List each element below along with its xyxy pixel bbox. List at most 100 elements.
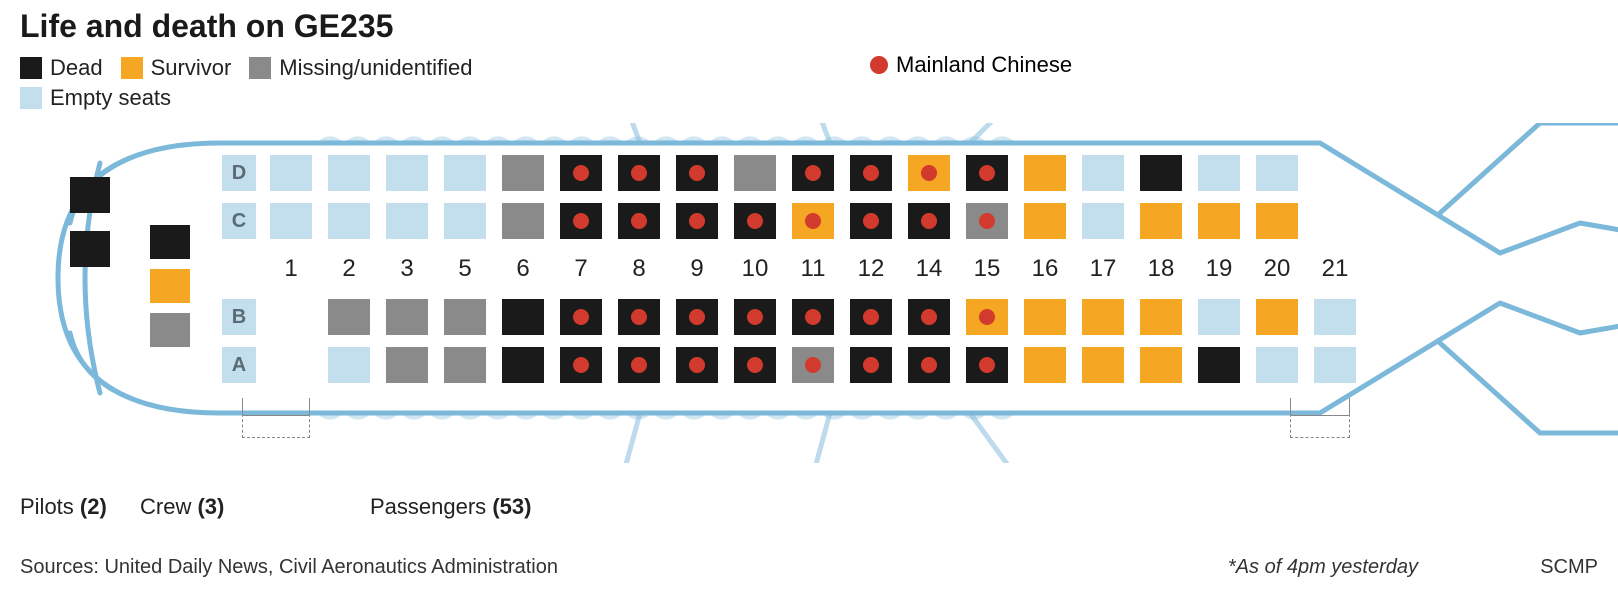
col-label-9: 9	[690, 255, 703, 283]
seat-A2	[328, 347, 370, 383]
mainland-dot	[921, 357, 937, 373]
seat-A20	[1256, 347, 1298, 383]
pilot-seat-2	[70, 231, 110, 267]
col-label-7: 7	[574, 255, 587, 283]
seat-D2	[328, 155, 370, 191]
seat-A18	[1140, 347, 1182, 383]
mainland-dot	[921, 309, 937, 325]
mainland-dot	[689, 357, 705, 373]
seat-C14	[908, 203, 950, 239]
col-label-5: 5	[458, 255, 471, 283]
passengers-label: Passengers	[370, 494, 486, 519]
legend-survivor-label: Survivor	[151, 55, 232, 81]
col-label-17: 17	[1090, 255, 1117, 283]
col-label-21: 21	[1322, 255, 1349, 283]
mainland-dot	[805, 357, 821, 373]
pilots-count: (2)	[80, 494, 107, 519]
mainland-dot	[573, 165, 589, 181]
col-label-12: 12	[858, 255, 885, 283]
col-label-16: 16	[1032, 255, 1059, 283]
mainland-dot	[747, 213, 763, 229]
seat-A12	[850, 347, 892, 383]
credit-text: SCMP	[1540, 556, 1598, 579]
mainland-dot	[863, 309, 879, 325]
seat-A11	[792, 347, 834, 383]
col-label-3: 3	[400, 255, 413, 283]
legend-missing-label: Missing/unidentified	[279, 55, 472, 81]
seat-D17	[1082, 155, 1124, 191]
seat-D16	[1024, 155, 1066, 191]
legend-empty-label: Empty seats	[50, 85, 171, 111]
seat-D12	[850, 155, 892, 191]
seat-B8	[618, 299, 660, 335]
plane-diagram: DC123567891011121415161718192021BA	[20, 123, 1598, 453]
seat-A7	[560, 347, 602, 383]
rear-bracket-solid	[1290, 398, 1350, 416]
swatch-survivor	[121, 57, 143, 79]
legend-mainland: Mainland Chinese	[870, 52, 1072, 78]
legend-missing: Missing/unidentified	[249, 55, 472, 81]
seat-A3	[386, 347, 428, 383]
seat-A5	[444, 347, 486, 383]
seat-A6	[502, 347, 544, 383]
page-title: Life and death on GE235	[20, 8, 1598, 45]
col-label-14: 14	[916, 255, 943, 283]
seat-A8	[618, 347, 660, 383]
passengers-annotation: Passengers (53)	[370, 494, 531, 520]
col-label-15: 15	[974, 255, 1001, 283]
seat-B6	[502, 299, 544, 335]
seat-C20	[1256, 203, 1298, 239]
seat-C11	[792, 203, 834, 239]
seat-C5	[444, 203, 486, 239]
seat-B5	[444, 299, 486, 335]
legend-empty: Empty seats	[20, 85, 171, 111]
col-label-19: 19	[1206, 255, 1233, 283]
mainland-dot	[979, 165, 995, 181]
mainland-dot	[805, 165, 821, 181]
seat-D7	[560, 155, 602, 191]
row-label-C: C	[222, 203, 256, 239]
seat-C6	[502, 203, 544, 239]
mainland-dot	[631, 357, 647, 373]
crew-count: (3)	[197, 494, 224, 519]
seat-B18	[1140, 299, 1182, 335]
col-label-2: 2	[342, 255, 355, 283]
seat-D11	[792, 155, 834, 191]
seat-A21	[1314, 347, 1356, 383]
seat-A17	[1082, 347, 1124, 383]
crew-annotation: Crew (3)	[140, 494, 224, 520]
seat-B7	[560, 299, 602, 335]
seat-B12	[850, 299, 892, 335]
legend-dead: Dead	[20, 55, 103, 81]
seat-D10	[734, 155, 776, 191]
mainland-dot	[631, 309, 647, 325]
crew-seat-1	[150, 225, 190, 259]
seat-A10	[734, 347, 776, 383]
seat-A15	[966, 347, 1008, 383]
swatch-dead	[20, 57, 42, 79]
sources-text: Sources: United Daily News, Civil Aerona…	[20, 556, 558, 579]
seat-D15	[966, 155, 1008, 191]
mainland-dot	[747, 309, 763, 325]
seat-A14	[908, 347, 950, 383]
mainland-dot	[921, 213, 937, 229]
row-label-B: B	[222, 299, 256, 335]
col-label-10: 10	[742, 255, 769, 283]
seat-C18	[1140, 203, 1182, 239]
crew-seat-3	[150, 313, 190, 347]
mainland-dot	[863, 213, 879, 229]
mainland-dot	[573, 309, 589, 325]
col-label-18: 18	[1148, 255, 1175, 283]
col-label-11: 11	[801, 255, 826, 283]
seat-grid: DC123567891011121415161718192021BA	[220, 153, 1418, 385]
col-label-20: 20	[1264, 255, 1291, 283]
seat-C19	[1198, 203, 1240, 239]
mainland-dot	[863, 165, 879, 181]
seat-B9	[676, 299, 718, 335]
seat-C1	[270, 203, 312, 239]
seat-B19	[1198, 299, 1240, 335]
seat-D19	[1198, 155, 1240, 191]
mainland-dot	[689, 213, 705, 229]
col-label-6: 6	[516, 255, 529, 283]
mainland-dot	[863, 357, 879, 373]
